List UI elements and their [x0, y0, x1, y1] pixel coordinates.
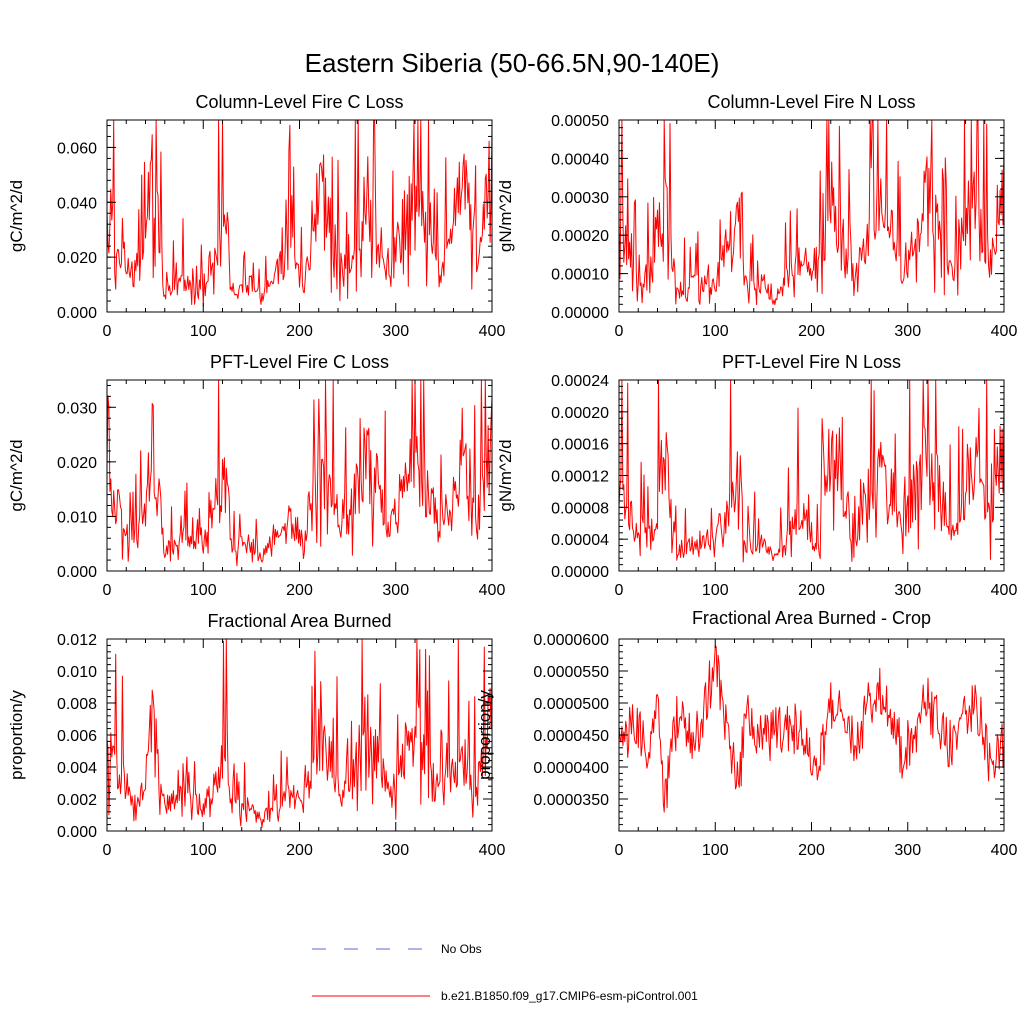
y-tick-label: 0.00008 [551, 500, 609, 517]
y-tick-label: 0.0000400 [533, 760, 609, 777]
panel-title: PFT-Level Fire N Loss [722, 352, 901, 372]
y-tick-label: 0.008 [57, 696, 97, 713]
x-tick-label: 0 [615, 842, 624, 859]
x-tick-label: 300 [894, 842, 921, 859]
y-tick-label: 0.000 [57, 305, 97, 322]
y-tick-label: 0.0000500 [533, 696, 609, 713]
y-tick-label: 0.00010 [551, 267, 609, 284]
y-tick-label: 0.030 [57, 400, 97, 417]
x-tick-label: 300 [382, 323, 409, 340]
panel-area-burned-crop: Fractional Area Burned - Crop proportion/… [475, 608, 1017, 859]
y-tick-label: 0.000 [57, 564, 97, 581]
y-tick-label: 0.000 [57, 824, 97, 841]
y-tick-label: 0.00024 [551, 373, 609, 390]
y-tick-label: 0.020 [57, 250, 97, 267]
panel-title: Fractional Area Burned [207, 611, 391, 631]
y-tick-label: 0.00030 [551, 190, 609, 207]
x-tick-label: 0 [615, 582, 624, 599]
y-tick-label: 0.0000600 [533, 632, 609, 649]
legend: No Obs b.e21.B1850.f09_g17.CMIP6-esm-piC… [312, 942, 698, 1003]
x-tick-label: 200 [798, 582, 825, 599]
y-tick-label: 0.00040 [551, 151, 609, 168]
y-tick-label: 0.0000450 [533, 728, 609, 745]
x-tick-label: 200 [798, 842, 825, 859]
panel-title: Column-Level Fire N Loss [707, 92, 915, 112]
panel-title: Column-Level Fire C Loss [195, 92, 403, 112]
y-tick-label: 0.00016 [551, 437, 609, 454]
x-tick-label: 400 [479, 842, 506, 859]
y-tick-label: 0.010 [57, 664, 97, 681]
x-tick-label: 0 [103, 582, 112, 599]
y-tick-label: 0.00004 [551, 532, 609, 549]
x-tick-label: 400 [479, 582, 506, 599]
x-tick-label: 200 [286, 323, 313, 340]
series-line [618, 379, 1005, 563]
y-tick-label: 0.00020 [551, 405, 609, 422]
y-tick-label: 0.00000 [551, 305, 609, 322]
panel-title: PFT-Level Fire C Loss [210, 352, 389, 372]
series-line [106, 638, 493, 828]
y-axis-label: proportion/y [475, 690, 494, 780]
series-line [106, 379, 493, 567]
y-tick-label: 0.00050 [551, 113, 609, 130]
panel-title: Fractional Area Burned - Crop [692, 608, 931, 628]
legend-label-model: b.e21.B1850.f09_g17.CMIP6-esm-piControl.… [441, 989, 698, 1003]
x-tick-label: 100 [190, 582, 217, 599]
y-tick-label: 0.060 [57, 140, 97, 157]
y-tick-label: 0.004 [57, 760, 97, 777]
y-tick-label: 0.012 [57, 632, 97, 649]
panel-area-burned: Fractional Area Burned proportion/y 0 100 20… [7, 611, 505, 859]
y-tick-label: 0.00000 [551, 564, 609, 581]
panel-column-n-loss: Column-Level Fire N Loss gN/m^2/d 0 100 200 3… [496, 92, 1017, 340]
x-tick-label: 200 [798, 323, 825, 340]
x-tick-label: 400 [991, 323, 1018, 340]
y-axis-label: gN/m^2/d [496, 439, 515, 511]
panel-pft-n-loss: PFT-Level Fire N Loss gN/m^2/d 0 100 200 300 4… [496, 352, 1017, 599]
main-title: Eastern Siberia (50-66.5N,90-140E) [305, 48, 720, 78]
series-line [106, 119, 493, 307]
panels-container: Column-Level Fire C Loss gC/m^2/d 0 100 200 3… [7, 92, 1017, 859]
x-tick-label: 100 [702, 842, 729, 859]
x-tick-label: 400 [479, 323, 506, 340]
y-tick-label: 0.040 [57, 195, 97, 212]
y-axis-label: gN/m^2/d [496, 180, 515, 252]
x-tick-label: 100 [702, 582, 729, 599]
y-tick-label: 0.006 [57, 728, 97, 745]
y-tick-label: 0.010 [57, 509, 97, 526]
y-tick-label: 0.00012 [551, 469, 609, 486]
x-tick-label: 200 [286, 582, 313, 599]
series-line [618, 119, 1005, 306]
legend-label-no-obs: No Obs [441, 942, 482, 956]
x-tick-label: 0 [615, 323, 624, 340]
x-tick-label: 100 [190, 842, 217, 859]
x-tick-label: 300 [382, 842, 409, 859]
y-tick-label: 0.0000550 [533, 664, 609, 681]
x-tick-label: 0 [103, 323, 112, 340]
x-tick-label: 100 [702, 323, 729, 340]
plot-frame [106, 379, 493, 572]
x-tick-label: 300 [894, 323, 921, 340]
y-tick-label: 0.020 [57, 455, 97, 472]
x-tick-label: 300 [382, 582, 409, 599]
y-tick-label: 0.00020 [551, 228, 609, 245]
x-tick-label: 400 [991, 842, 1018, 859]
y-tick-label: 0.0000350 [533, 792, 609, 809]
series-line [618, 645, 1005, 813]
x-tick-label: 200 [286, 842, 313, 859]
y-axis-label: gC/m^2/d [7, 180, 26, 252]
x-tick-label: 300 [894, 582, 921, 599]
panel-pft-c-loss: PFT-Level Fire C Loss gC/m^2/d 0 100 200 300 4… [7, 352, 505, 599]
x-tick-label: 400 [991, 582, 1018, 599]
x-tick-label: 0 [103, 842, 112, 859]
x-tick-label: 100 [190, 323, 217, 340]
panel-column-c-loss: Column-Level Fire C Loss gC/m^2/d 0 100 200 3… [7, 92, 505, 340]
y-axis-label: gC/m^2/d [7, 439, 26, 511]
y-tick-label: 0.002 [57, 792, 97, 809]
y-axis-label: proportion/y [7, 690, 26, 780]
plot-frame [618, 638, 1005, 832]
